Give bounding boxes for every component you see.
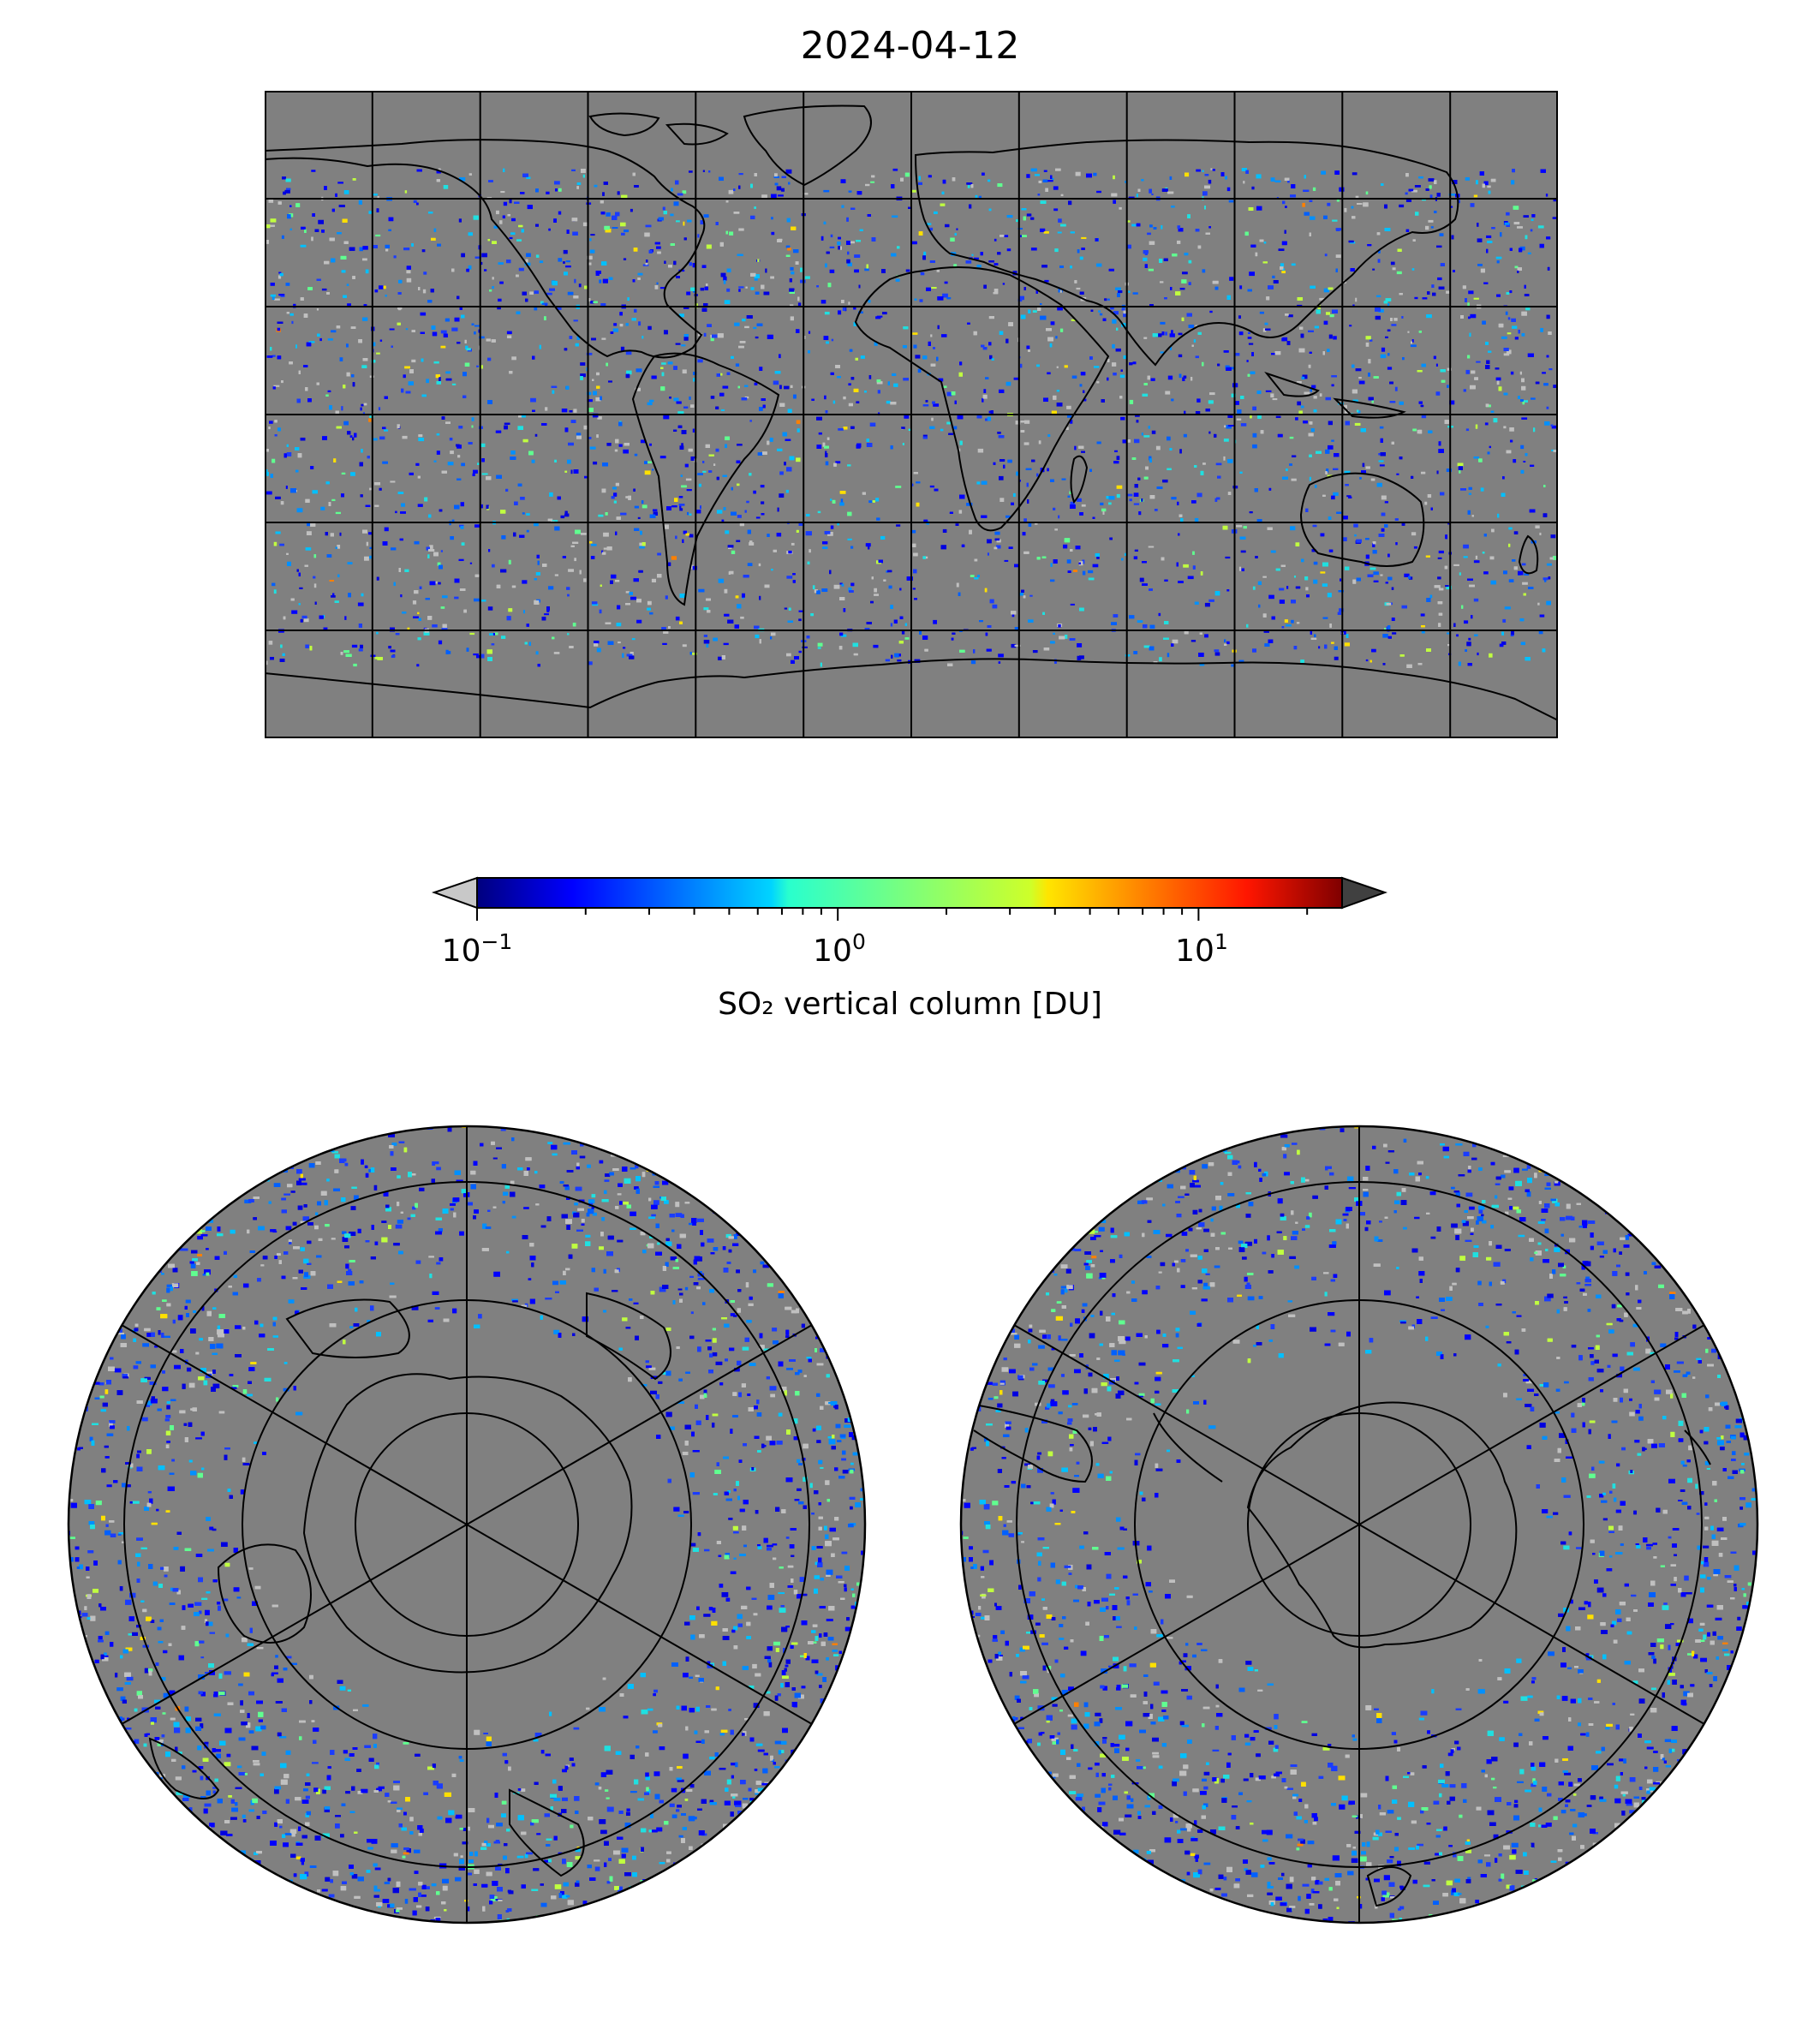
tick-label-1: 100 bbox=[813, 931, 866, 969]
graticule bbox=[265, 91, 1558, 738]
north-polar-frame bbox=[67, 1125, 867, 1925]
south-polar-map bbox=[959, 1125, 1759, 1925]
tick-label-2: 101 bbox=[1175, 931, 1228, 969]
colorbar-over-extend bbox=[1341, 876, 1388, 910]
colorbar-label: SO₂ vertical column [DU] bbox=[0, 987, 1820, 1022]
colorbar-gradient bbox=[476, 877, 1343, 909]
world-map-frame bbox=[265, 91, 1558, 738]
tick-label-0: 10−1 bbox=[442, 931, 513, 969]
so2-data-layer bbox=[265, 168, 1558, 668]
colorbar-under-extend bbox=[431, 876, 478, 910]
graticule-north bbox=[121, 1126, 813, 1923]
so2-data-layer-south bbox=[961, 1126, 1757, 1923]
south-polar-frame bbox=[959, 1125, 1759, 1925]
north-polar-map bbox=[67, 1125, 867, 1925]
coastlines-south bbox=[973, 1401, 1711, 1907]
world-map bbox=[265, 91, 1558, 738]
coastlines-north bbox=[148, 1292, 671, 1877]
colorbar bbox=[431, 876, 1388, 921]
graticule-south bbox=[1013, 1126, 1705, 1923]
map-title: 2024-04-12 bbox=[0, 24, 1820, 68]
so2-data-layer-north bbox=[69, 1126, 865, 1923]
colorbar-ticks bbox=[476, 908, 1309, 921]
